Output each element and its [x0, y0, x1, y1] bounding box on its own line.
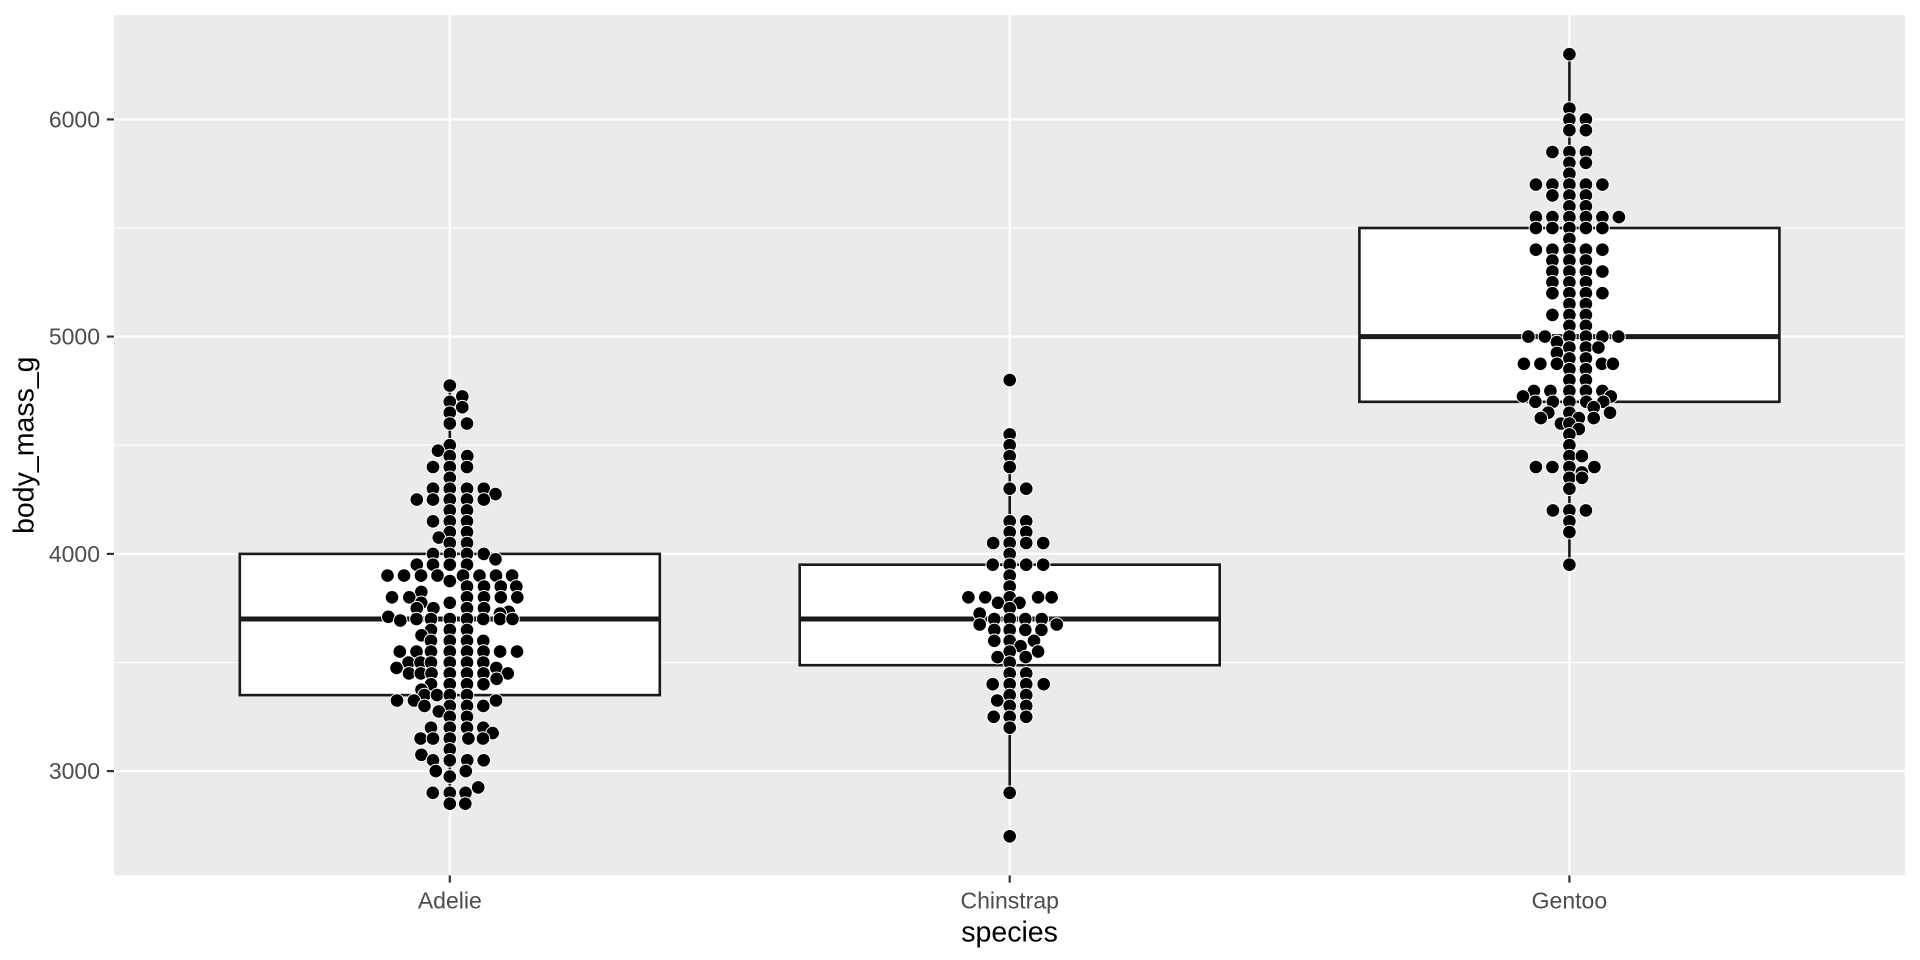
svg-text:6000: 6000: [49, 106, 100, 132]
svg-text:3000: 3000: [49, 758, 100, 784]
svg-text:Chinstrap: Chinstrap: [960, 888, 1058, 914]
svg-text:5000: 5000: [49, 324, 100, 350]
svg-text:4000: 4000: [49, 541, 100, 567]
svg-text:Gentoo: Gentoo: [1532, 888, 1607, 914]
svg-text:species: species: [961, 917, 1058, 949]
svg-text:body_mass_g: body_mass_g: [9, 356, 41, 533]
svg-text:Adelie: Adelie: [418, 888, 482, 914]
